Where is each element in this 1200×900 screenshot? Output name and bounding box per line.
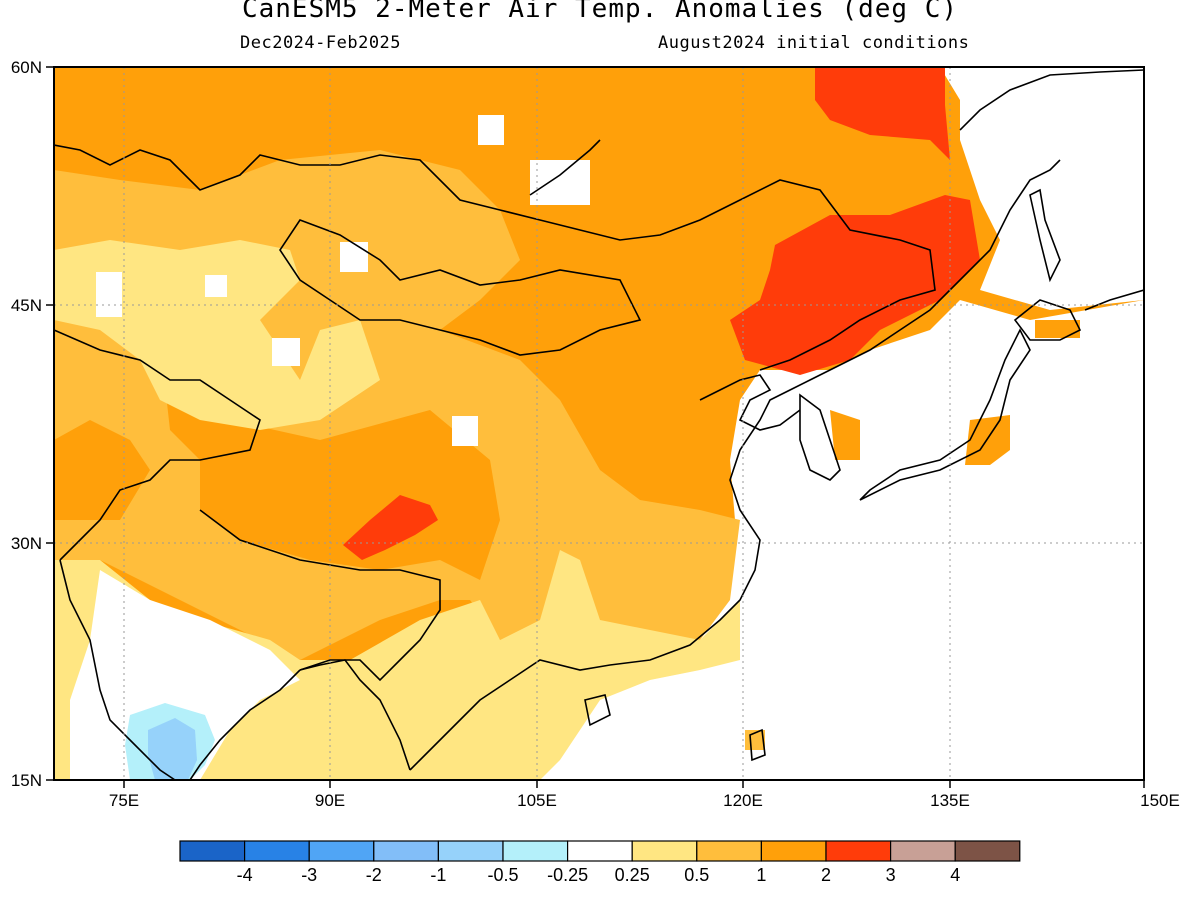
coast-hainan	[584, 694, 611, 727]
colorbar-swatch	[244, 840, 310, 862]
lon-label: 105E	[517, 791, 557, 810]
axis-ticks	[46, 66, 1145, 788]
anomaly-band-neutral-northeast	[940, 67, 1144, 310]
colorbar-swatch	[696, 840, 762, 862]
border-russia-china	[54, 144, 936, 371]
anomaly-band-2-3-manchuria	[730, 195, 980, 375]
lon-label: 75E	[109, 791, 139, 810]
lat-label: 15N	[11, 771, 42, 790]
coast-korea	[799, 393, 841, 481]
colorbar-label: -0.25	[547, 865, 588, 885]
colorbar-swatch	[179, 840, 246, 862]
lake-baikal	[529, 139, 601, 196]
colorbar: -4 -3 -2 -1 -0.5 -0.25 0.25 0.5 1 2 3 4	[179, 840, 1021, 885]
anomaly-field	[54, 67, 1144, 780]
colorbar-label: -1	[430, 865, 446, 885]
coast-taiwan	[749, 728, 766, 762]
anomaly-patch-korea	[830, 410, 860, 460]
lake-mask-4	[452, 416, 478, 446]
anomaly-band-0.25-0.5-north	[54, 240, 380, 430]
lat-label: 60N	[11, 58, 42, 77]
anomaly-band-2-3-north	[815, 67, 950, 160]
initial-conditions: August2024 initial conditions	[658, 33, 970, 53]
colorbar-swatch	[373, 840, 439, 862]
colorbar-swatch	[437, 840, 504, 862]
anomaly-band-1-2-west	[54, 420, 150, 520]
border-mongolia	[279, 219, 642, 356]
coast-okhotsk	[959, 69, 1144, 131]
colorbar-label: 2	[821, 865, 831, 885]
forecast-period: Dec2024-Feb2025	[240, 33, 402, 53]
coast-sakhalin	[1029, 188, 1061, 283]
coast-bay-of-bengal	[299, 659, 411, 771]
lon-labels: 75E 90E 105E 120E 135E 150E	[109, 791, 1180, 810]
colorbar-label: -2	[366, 865, 382, 885]
colorbar-label: 0.5	[684, 865, 709, 885]
map-title: CanESM5 2-Meter Air Temp. Anomalies (deg…	[241, 0, 959, 24]
colorbar-swatch	[308, 840, 375, 862]
border-central-asia	[54, 329, 261, 561]
colorbar-swatch	[566, 840, 633, 862]
coast-hokkaido	[1013, 299, 1082, 341]
colorbar-label: -4	[237, 865, 253, 885]
colorbar-swatch	[954, 840, 1021, 862]
lat-label: 45N	[11, 296, 42, 315]
colorbar-swatch	[502, 840, 569, 862]
anomaly-band-neg-0.5	[148, 718, 197, 780]
colorbar-swatch	[760, 840, 827, 862]
lon-label: 135E	[930, 791, 970, 810]
coast-honshu	[859, 328, 1031, 501]
border-himalaya	[199, 509, 441, 682]
map-frame	[53, 66, 1145, 781]
colorbar-label: -0.5	[487, 865, 518, 885]
coast-kuril	[1084, 289, 1144, 311]
lat-label: 30N	[11, 534, 42, 553]
caspian-mask	[96, 272, 122, 317]
anomaly-band-2-3-tibet	[343, 495, 438, 560]
lat-labels: 60N 45N 30N 15N	[11, 58, 42, 790]
lake-mask-2	[340, 242, 368, 272]
anomaly-patch-hokkaido	[1035, 320, 1080, 338]
coast-india-east	[189, 669, 301, 780]
lon-label: 120E	[723, 791, 763, 810]
lon-label: 90E	[315, 791, 345, 810]
colorbar-label: 3	[886, 865, 896, 885]
coast-bohai	[699, 374, 801, 431]
colorbar-label: -3	[301, 865, 317, 885]
colorbar-swatch	[889, 840, 956, 862]
anomaly-band-neutral-india	[70, 570, 300, 780]
lake-mask-3	[272, 338, 300, 366]
lake-mask-5	[205, 275, 227, 297]
colorbar-swatch	[825, 840, 892, 862]
graticule	[54, 67, 1144, 780]
colorbar-swatch	[631, 840, 698, 862]
coast-india-west	[59, 559, 176, 780]
lon-label: 150E	[1140, 791, 1180, 810]
lake-mask-baikal	[530, 160, 590, 205]
colorbar-label: 0.25	[615, 865, 650, 885]
lake-mask-1	[478, 115, 504, 145]
colorbar-label: 4	[950, 865, 960, 885]
colorbar-label: 1	[756, 865, 766, 885]
